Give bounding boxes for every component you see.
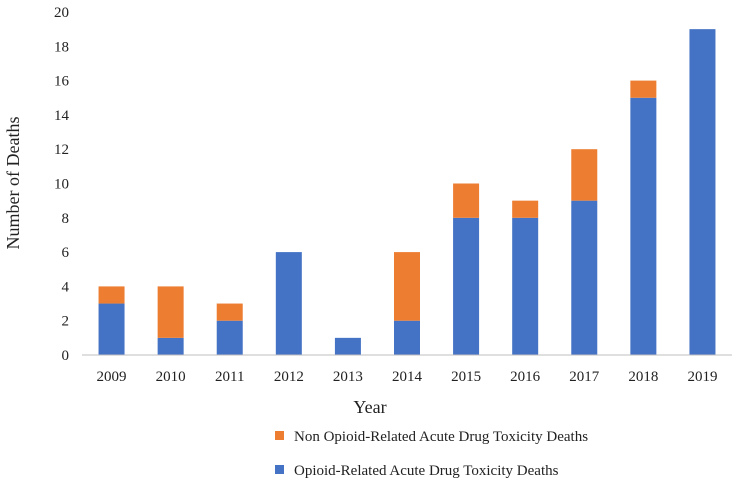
bar-opioid-2018 <box>630 97 657 355</box>
bar-non-opioid-2011 <box>216 303 243 321</box>
bar-non-opioid-2018 <box>630 80 657 98</box>
x-tick-label: 2014 <box>392 369 423 385</box>
y-tick-label: 2 <box>62 314 70 330</box>
bar-opioid-2012 <box>275 252 302 355</box>
bar-opioid-2011 <box>216 320 243 355</box>
y-axis-label: Number of Deaths <box>3 117 23 250</box>
bar-non-opioid-2010 <box>157 286 184 338</box>
x-tick-label: 2009 <box>97 369 127 385</box>
x-tick-label: 2019 <box>687 369 717 385</box>
legend-swatch-opioid <box>275 465 284 474</box>
bar-non-opioid-2009 <box>98 286 125 304</box>
x-tick-label: 2015 <box>451 369 481 385</box>
bar-opioid-2013 <box>334 337 361 355</box>
legend: Non Opioid-Related Acute Drug Toxicity D… <box>275 429 588 479</box>
bar-opioid-2016 <box>512 217 539 355</box>
y-tick-label: 4 <box>62 279 70 295</box>
bar-opioid-2017 <box>571 200 598 355</box>
y-tick-label: 14 <box>54 108 70 124</box>
y-tick-label: 6 <box>62 245 70 261</box>
x-tick-label: 2011 <box>215 369 244 385</box>
bar-opioid-2015 <box>453 217 480 355</box>
x-tick-label: 2018 <box>628 369 658 385</box>
legend-label-opioid: Opioid-Related Acute Drug Toxicity Death… <box>294 463 559 479</box>
y-tick-label: 12 <box>54 142 69 158</box>
x-tick-label: 2010 <box>156 369 186 385</box>
y-tick-label: 0 <box>62 348 70 364</box>
bar-opioid-2009 <box>98 303 125 355</box>
y-tick-label: 18 <box>54 39 69 55</box>
x-axis-label: Year <box>353 397 386 417</box>
x-tick-label: 2012 <box>274 369 304 385</box>
bar-opioid-2010 <box>157 337 184 355</box>
y-tick-label: 10 <box>54 177 69 193</box>
bar-opioid-2014 <box>394 320 420 355</box>
legend-swatch-non-opioid <box>275 431 284 440</box>
bar-non-opioid-2017 <box>571 149 598 201</box>
x-tick-label: 2013 <box>333 369 363 385</box>
x-tick-label: 2017 <box>569 369 600 385</box>
bar-non-opioid-2014 <box>394 252 420 321</box>
legend-label-non-opioid: Non Opioid-Related Acute Drug Toxicity D… <box>294 429 588 445</box>
x-tick-label: 2016 <box>510 369 541 385</box>
y-tick-label: 8 <box>62 211 70 227</box>
y-tick-label: 16 <box>54 74 70 90</box>
y-tick-label: 20 <box>54 5 69 21</box>
bar-opioid-2019 <box>689 29 716 356</box>
bar-non-opioid-2016 <box>512 200 539 218</box>
bar-non-opioid-2015 <box>453 183 480 218</box>
